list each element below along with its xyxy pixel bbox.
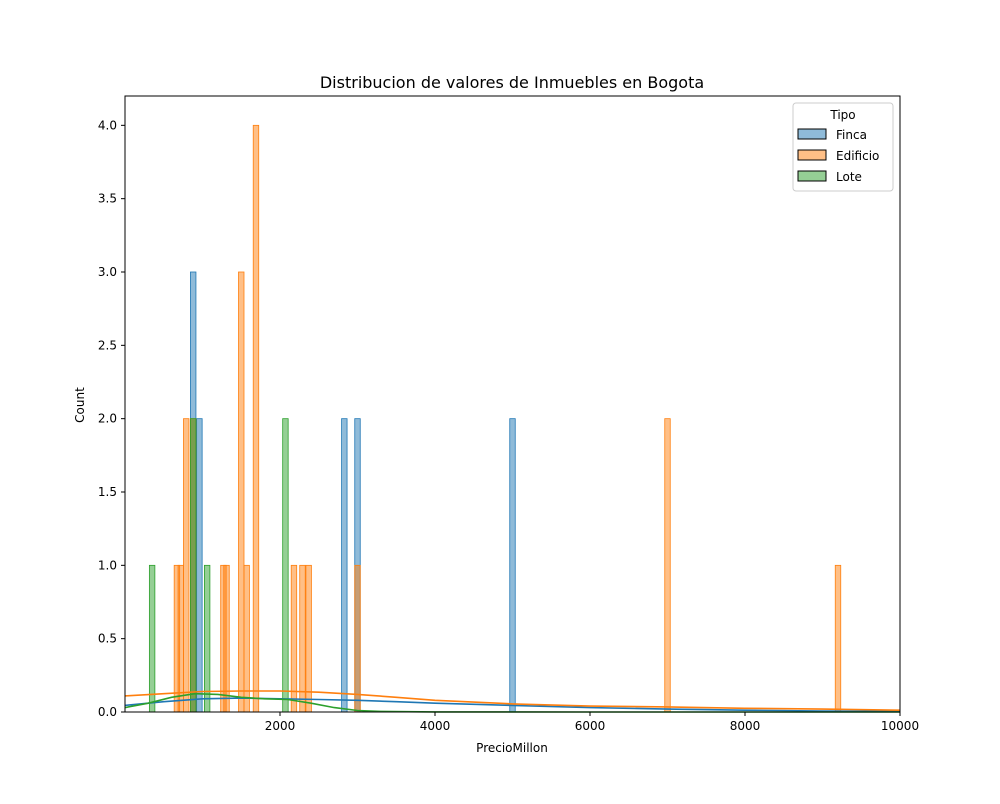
legend-entries: Finca Edificio Lote xyxy=(797,128,879,184)
bar-lote xyxy=(203,564,211,713)
bar-edificio xyxy=(354,564,361,713)
bar-finca xyxy=(341,418,348,713)
chart-title: Distribucion de valores de Inmuebles en … xyxy=(320,73,704,92)
bar-edificio xyxy=(243,564,250,713)
bar-edificio xyxy=(223,564,230,713)
x-tick-label: 4000 xyxy=(420,719,451,733)
y-axis-label: Count xyxy=(73,387,87,423)
legend-title: Tipo xyxy=(829,108,855,122)
legend-label-lote: Lote xyxy=(836,170,862,184)
bar-edificio xyxy=(177,564,184,713)
y-tick-label: 0.0 xyxy=(98,705,117,719)
y-tick-label: 0.5 xyxy=(98,632,117,646)
plot-frame xyxy=(124,95,901,713)
bar-edificio xyxy=(834,564,842,713)
y-tick-label: 1.0 xyxy=(98,558,117,572)
y-tick-label: 1.5 xyxy=(98,485,117,499)
x-tick-label: 2000 xyxy=(265,719,296,733)
legend-label-edificio: Edificio xyxy=(836,149,879,163)
legend: Tipo Finca Edificio Lote xyxy=(792,102,894,192)
bars-layer xyxy=(148,124,842,713)
kde-line-finca xyxy=(124,697,901,713)
bar-lote xyxy=(282,418,289,713)
y-tick-label: 3.5 xyxy=(98,192,117,206)
legend-swatch-finca xyxy=(797,128,827,140)
bar-edificio xyxy=(664,418,671,713)
bar-edificio xyxy=(183,418,190,713)
x-tick-label: 10000 xyxy=(881,719,919,733)
y-axis-ticks: 0.0 0.5 1.0 1.5 2.0 2.5 3.0 3.5 4.0 xyxy=(98,118,125,719)
legend-swatch-lote xyxy=(797,170,827,182)
kde-line-edificio xyxy=(124,690,901,711)
bar-edificio xyxy=(290,564,298,713)
bar-edificio xyxy=(299,564,306,713)
y-tick-label: 3.0 xyxy=(98,265,117,279)
y-tick-label: 2.0 xyxy=(98,412,117,426)
x-tick-label: 6000 xyxy=(575,719,606,733)
legend-box xyxy=(792,102,894,192)
bar-finca xyxy=(196,418,203,713)
y-tick-label: 2.5 xyxy=(98,338,117,352)
bar-edificio xyxy=(238,271,245,713)
bar-edificio xyxy=(252,124,260,713)
x-tick-label: 8000 xyxy=(730,719,761,733)
bar-edificio xyxy=(305,564,312,713)
bar-lote xyxy=(190,418,197,713)
x-axis-ticks: 2000 4000 6000 8000 10000 xyxy=(265,712,919,733)
bar-lote xyxy=(148,564,156,713)
legend-swatch-edificio xyxy=(797,149,827,161)
bar-finca xyxy=(509,418,516,713)
x-axis-label: PrecioMillon xyxy=(476,741,548,755)
legend-label-finca: Finca xyxy=(836,128,867,142)
y-tick-label: 4.0 xyxy=(98,118,117,132)
